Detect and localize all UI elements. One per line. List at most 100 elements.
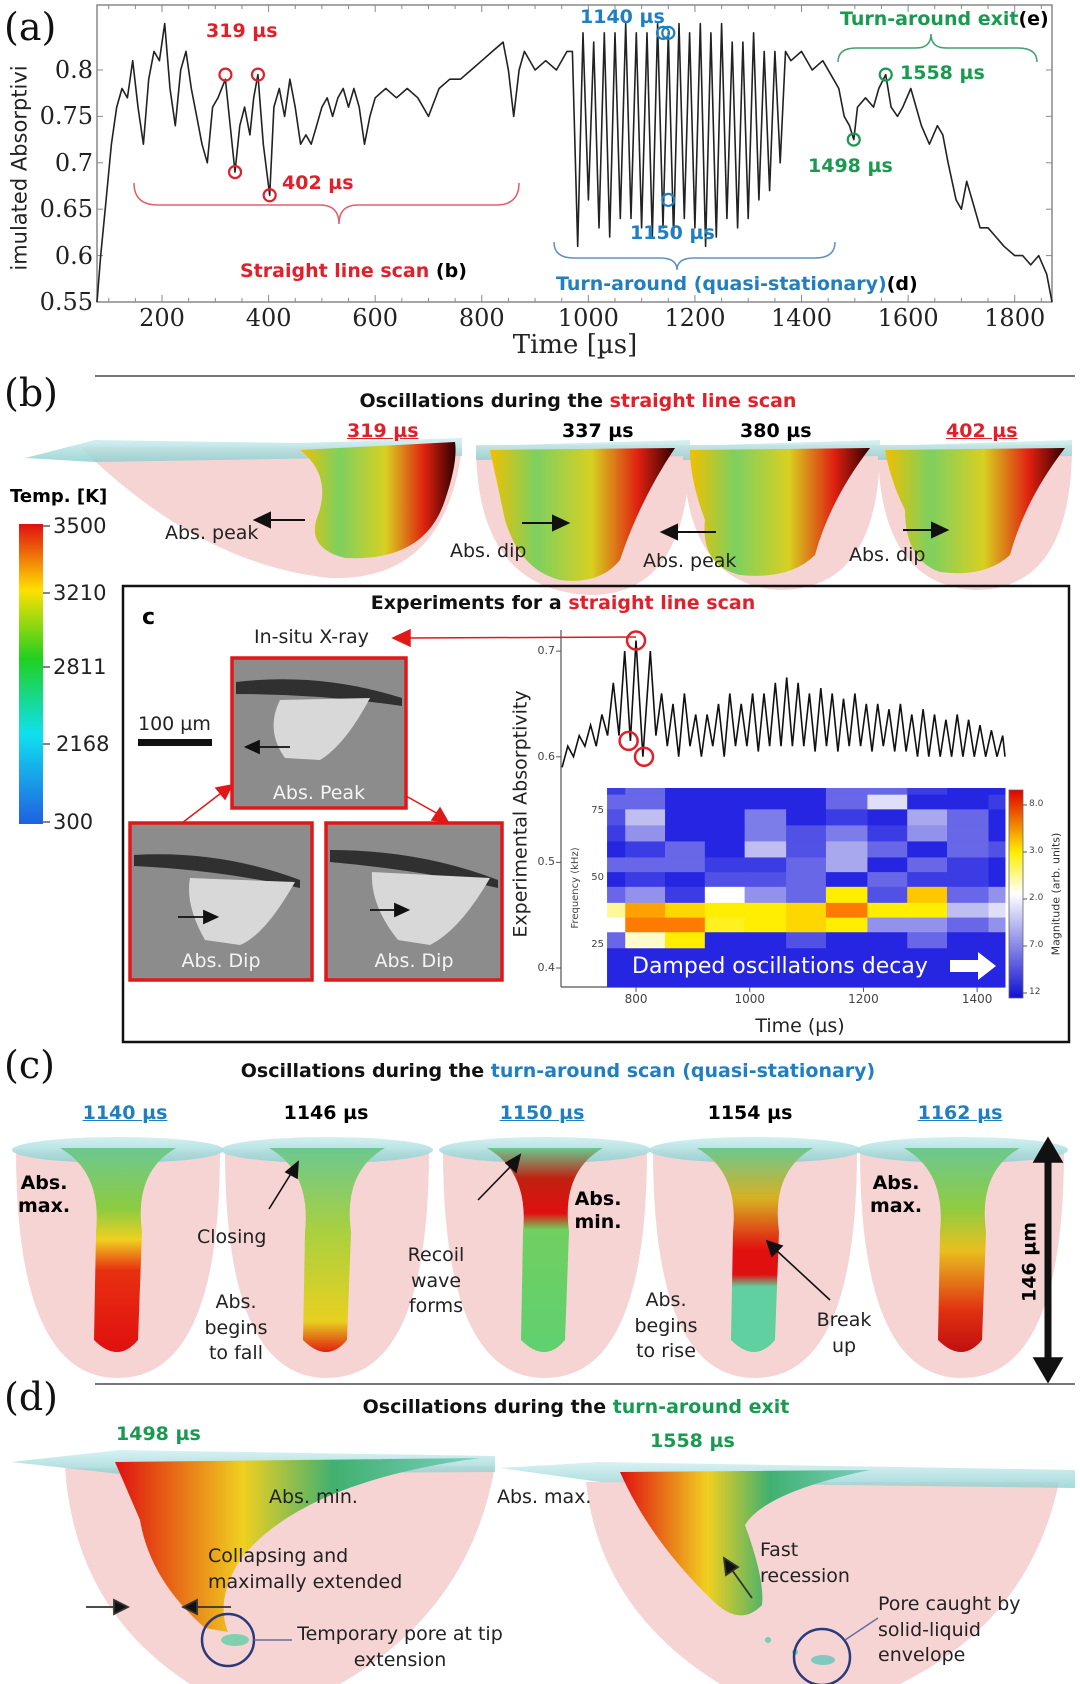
heatmap-cell bbox=[607, 948, 626, 988]
heatmap-cell bbox=[665, 886, 706, 904]
heatmap-cell bbox=[867, 841, 908, 858]
heatmap-cell bbox=[867, 857, 908, 873]
annotation-1150us: 1150 µs bbox=[630, 222, 715, 244]
sim-image-402 bbox=[878, 440, 1072, 590]
heatmap-cell bbox=[744, 809, 787, 826]
heatmap-cell bbox=[825, 902, 868, 919]
title-prefix: Oscillations during the bbox=[362, 1396, 613, 1418]
heatmap-y-tick-label: 75 bbox=[591, 805, 604, 817]
title-highlight: straight line scan bbox=[609, 390, 797, 412]
heatmap-cell bbox=[625, 825, 666, 842]
heatmap-cell bbox=[744, 948, 787, 988]
heatmap-cell bbox=[825, 794, 868, 810]
x-tick-label: 1000 bbox=[734, 992, 766, 1006]
heatmap-cell bbox=[786, 825, 827, 842]
heatmap-cell bbox=[867, 932, 908, 949]
marker-circle-800 bbox=[625, 630, 647, 651]
heatmap-cell bbox=[665, 794, 706, 810]
y-tick-label: 0.75 bbox=[39, 102, 93, 131]
x-tick-label: 600 bbox=[352, 304, 399, 332]
heatmap-cell bbox=[907, 857, 948, 873]
title-prefix: Oscillations during the bbox=[359, 390, 610, 412]
annotation-402us: 402 µs bbox=[282, 172, 354, 194]
heatmap-cell bbox=[825, 788, 868, 796]
x-tick-label: 1400 bbox=[770, 304, 833, 332]
heatmap-cell bbox=[704, 902, 746, 919]
annotation-1498us: 1498 µs bbox=[808, 155, 893, 177]
heatmap-cell bbox=[704, 825, 746, 842]
colorbar-tick-3500: 3500 bbox=[53, 514, 107, 538]
heatmap-cell bbox=[867, 902, 908, 919]
note-abs-min: Abs. min. bbox=[574, 1188, 622, 1233]
magnitude-tick-label: 8.0 bbox=[1029, 799, 1044, 809]
scale-146um: 146 µm bbox=[1018, 1221, 1041, 1303]
keyhole-shape bbox=[60, 1148, 176, 1352]
note-abs-min: Abs. min. bbox=[269, 1486, 358, 1508]
panel-b-title: Oscillations during the straight line sc… bbox=[360, 392, 797, 411]
heatmap-cell bbox=[665, 902, 706, 919]
y-tick-label: 0.65 bbox=[39, 195, 93, 224]
magnitude-label: Magnitude (arb. units) bbox=[1049, 832, 1063, 956]
heatmap-cell bbox=[867, 917, 908, 933]
heatmap-cell bbox=[867, 886, 908, 904]
keyhole-shape bbox=[269, 1148, 385, 1352]
heatmap-cell bbox=[607, 794, 626, 810]
note-temporary-pore: Temporary pore at tip extension bbox=[297, 1623, 503, 1671]
heatmap-cell bbox=[665, 857, 706, 873]
heatmap-cell bbox=[625, 794, 666, 810]
heatmap-cell bbox=[607, 886, 626, 904]
time-label-1154: 1154 µs bbox=[707, 1102, 793, 1124]
title-highlight: turn-around exit bbox=[612, 1396, 790, 1418]
marker-circle-814 bbox=[633, 746, 655, 767]
y-tick-label: 0.8 bbox=[54, 55, 93, 84]
sim-image-337 bbox=[476, 440, 690, 595]
heatmap-cell bbox=[988, 902, 1006, 919]
heatmap-cell bbox=[988, 788, 1006, 796]
annotation-1140us: 1140 µs bbox=[580, 6, 665, 28]
heatmap-cell bbox=[786, 857, 827, 873]
sim-image-1558 bbox=[500, 1462, 1075, 1684]
heatmap-cell bbox=[907, 886, 948, 904]
magnitude-tick-label: 7.0 bbox=[1029, 940, 1044, 950]
heatmap-cell bbox=[867, 872, 908, 888]
heatmap-cell bbox=[665, 841, 706, 858]
heatmap-cell bbox=[607, 917, 626, 933]
time-label-1498: 1498 µs bbox=[116, 1423, 201, 1445]
heatmap-cell bbox=[625, 809, 666, 826]
turn-around-label: Turn-around (quasi-stationary)(d) bbox=[556, 275, 918, 294]
time-label-337: 337 µs bbox=[562, 420, 634, 442]
sim-image-319 bbox=[25, 438, 462, 579]
x-axis-label: Time [µs] bbox=[512, 330, 638, 360]
sim-image-380 bbox=[683, 440, 880, 590]
heatmap-cell bbox=[625, 857, 666, 873]
heatmap-y-tick-label: 50 bbox=[591, 871, 604, 883]
heatmap-cell bbox=[744, 932, 787, 949]
title-highlight: straight line scan bbox=[568, 592, 756, 614]
note-abs-dip-1: Abs. dip bbox=[450, 540, 527, 562]
heatmap-cell bbox=[625, 932, 666, 949]
heatmap-cell bbox=[744, 872, 787, 888]
heatmap-cell bbox=[607, 902, 626, 919]
time-label-319: 319 µs bbox=[347, 420, 419, 442]
xray-dip-image-left bbox=[128, 821, 314, 982]
exit-bracket bbox=[837, 33, 1038, 63]
xray-label-peak: Abs. Peak bbox=[272, 782, 366, 804]
annotation-319us: 319 µs bbox=[206, 20, 278, 42]
heatmap-cell bbox=[867, 809, 908, 826]
experimental-absorptivity-chart bbox=[556, 630, 1027, 999]
y-tick-label: 0.6 bbox=[537, 749, 556, 763]
panel-c-title: Oscillations during the turn-around scan… bbox=[241, 1062, 875, 1081]
heatmap-cell bbox=[947, 902, 990, 919]
marker-circle-337 bbox=[227, 164, 243, 180]
panel-ref-d: (d) bbox=[886, 273, 918, 295]
time-label-1162: 1162 µs bbox=[917, 1102, 1003, 1124]
heatmap-cell bbox=[744, 902, 787, 919]
heatmap-y-tick-label: 25 bbox=[591, 938, 604, 950]
exit-text: Turn-around exit bbox=[840, 8, 1019, 30]
time-label-1150: 1150 µs bbox=[499, 1102, 585, 1124]
heatmap-cell bbox=[744, 886, 787, 904]
y-tick-label: 0.7 bbox=[537, 644, 556, 658]
scale-bar-label: 100 µm bbox=[138, 713, 211, 735]
y-tick-label: 0.4 bbox=[537, 960, 556, 974]
x-axis-ticks bbox=[97, 5, 1052, 303]
